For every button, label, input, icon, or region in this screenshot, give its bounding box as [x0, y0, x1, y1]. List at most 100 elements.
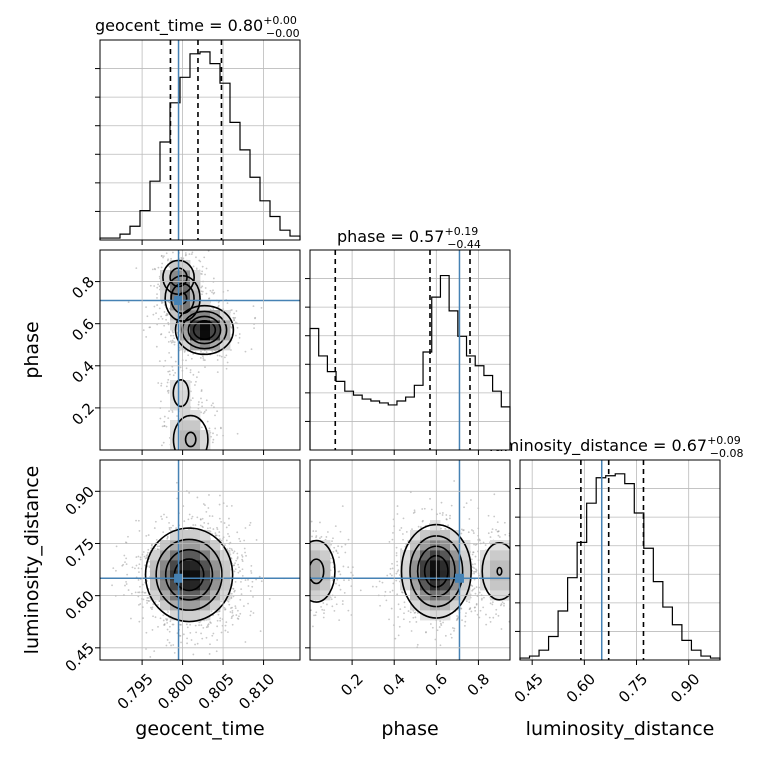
sample-point: [247, 602, 249, 605]
sample-point: [343, 579, 345, 582]
sample-point: [147, 534, 150, 536]
sample-point: [392, 582, 395, 585]
sample-point: [186, 637, 188, 640]
sample-point: [211, 634, 214, 637]
sample-point: [344, 551, 347, 554]
sample-point: [473, 572, 475, 575]
sample-point: [210, 404, 213, 407]
sample-point: [220, 355, 223, 358]
sample-point: [464, 620, 467, 623]
sample-point: [334, 525, 337, 528]
sample-point: [127, 301, 130, 304]
density-cell: [170, 400, 181, 411]
sample-point: [198, 259, 201, 262]
sample-point: [168, 630, 171, 633]
density-cell: [410, 560, 421, 571]
sample-point: [237, 571, 240, 574]
sample-point: [233, 317, 235, 320]
sample-point: [203, 410, 206, 413]
density-cell: [170, 420, 181, 431]
sample-point: [211, 350, 214, 353]
sample-point: [166, 628, 169, 631]
sample-point: [163, 420, 166, 423]
sample-point: [503, 604, 505, 607]
sample-point: [236, 556, 239, 558]
sample-point: [489, 602, 492, 605]
sample-point: [224, 629, 227, 632]
sample-point: [239, 612, 242, 615]
sample-point: [319, 521, 321, 524]
sample-point: [230, 548, 233, 550]
sample-point: [115, 545, 118, 548]
sample-point: [413, 509, 416, 512]
sample-point: [139, 558, 142, 561]
panel-frame: [519, 459, 721, 661]
density-cell: [170, 560, 181, 571]
sample-point: [449, 514, 451, 517]
truth-marker: [454, 573, 464, 583]
sample-point: [216, 410, 219, 413]
contour-level-1: [172, 379, 190, 408]
sample-point: [232, 587, 235, 590]
density-cell: [180, 420, 191, 431]
sample-point: [425, 631, 427, 633]
density-cell: [410, 590, 421, 601]
density-cell: [430, 560, 441, 571]
density-cell: [320, 590, 331, 601]
sample-point: [188, 491, 191, 494]
sample-point: [142, 551, 145, 553]
y-axis-label-phase: phase: [21, 321, 43, 378]
sample-point: [209, 527, 212, 529]
density-cell: [170, 320, 181, 331]
sample-point: [237, 341, 240, 344]
y-axis-label-luminosity-distance: luminosity_distance: [21, 466, 43, 655]
sample-point: [121, 564, 124, 567]
sample-point: [236, 609, 239, 612]
sample-point: [189, 631, 192, 634]
sample-point: [125, 580, 127, 583]
sample-point: [219, 619, 222, 622]
hist-geocent-time: [95, 39, 301, 245]
truth-marker: [174, 573, 184, 583]
sample-point: [169, 620, 172, 623]
density-cell: [430, 530, 441, 541]
density-cell: [170, 540, 181, 551]
sample-point: [236, 557, 239, 560]
sample-point: [186, 626, 189, 629]
sample-point: [234, 607, 237, 610]
sample-point: [238, 336, 241, 339]
sample-point: [145, 599, 148, 602]
sample-point: [167, 417, 170, 420]
sample-point: [190, 253, 193, 256]
sample-point: [180, 258, 183, 261]
sample-point: [243, 547, 246, 550]
title-phase: phase = 0.57+0.19 −0.44: [337, 225, 481, 251]
density-cell: [490, 580, 501, 591]
density-cell: [220, 310, 231, 321]
density-cell: [310, 580, 321, 591]
contour-level-1: [172, 414, 209, 450]
sample-point: [186, 642, 188, 645]
sample-point: [416, 612, 419, 614]
sample-point: [165, 619, 168, 622]
sample-point: [241, 568, 244, 571]
density-cell: [440, 580, 451, 591]
sample-point: [134, 567, 136, 570]
sample-point: [341, 603, 344, 606]
density-cell: [410, 540, 421, 551]
sample-point: [338, 584, 341, 587]
sample-point: [504, 533, 507, 536]
sample-point: [188, 253, 191, 255]
sample-point: [197, 371, 200, 373]
sample-point: [161, 518, 163, 520]
sample-point: [151, 608, 153, 611]
density-cell: [210, 340, 221, 351]
density-cell: [400, 560, 411, 571]
density-cell: [190, 590, 201, 601]
sample-point: [339, 573, 342, 576]
sample-point: [185, 623, 188, 626]
sample-point: [149, 326, 152, 329]
sample-point: [251, 585, 254, 588]
sample-point: [253, 327, 255, 330]
density-cell: [410, 550, 421, 561]
